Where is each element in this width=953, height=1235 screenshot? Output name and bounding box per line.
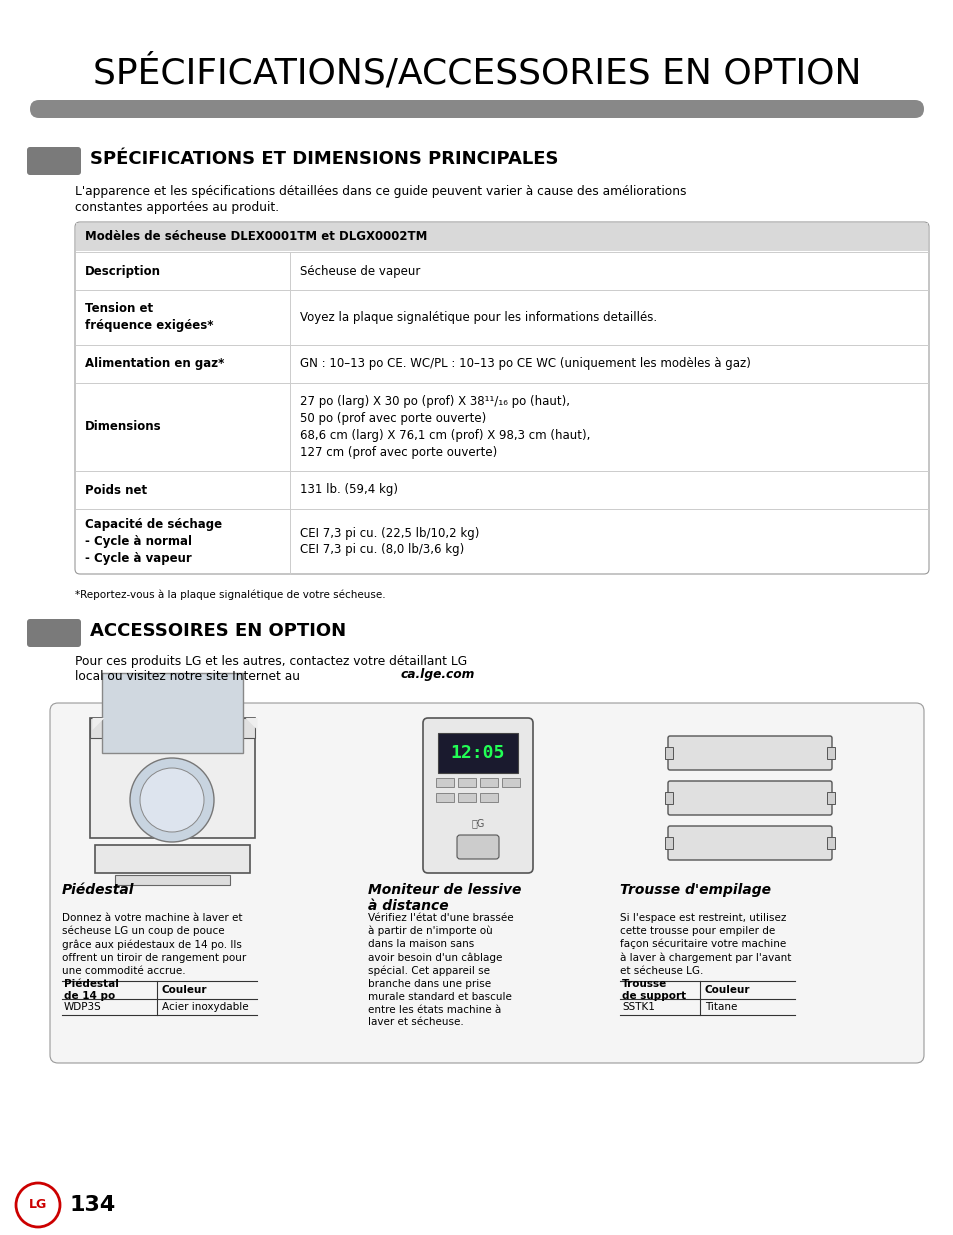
Text: Poids net: Poids net — [85, 483, 147, 496]
Bar — [479, 778, 497, 787]
Polygon shape — [245, 718, 257, 730]
Bar — [664, 792, 672, 804]
Text: Modèles de sécheuse DLEX0001TM et DLGX0002TM: Modèles de sécheuse DLEX0001TM et DLGX00… — [85, 231, 427, 243]
Bar — [826, 837, 834, 848]
Bar — [437, 734, 517, 773]
Bar — [826, 747, 834, 760]
Polygon shape — [92, 718, 105, 730]
Text: SSTK1: SSTK1 — [621, 1002, 654, 1011]
Text: Trousse
de support: Trousse de support — [621, 979, 685, 1000]
FancyBboxPatch shape — [667, 736, 831, 769]
Text: Trousse d'empilage: Trousse d'empilage — [619, 883, 770, 897]
FancyBboxPatch shape — [667, 826, 831, 860]
Text: Capacité de séchage
- Cycle à normal
- Cycle à vapeur: Capacité de séchage - Cycle à normal - C… — [85, 517, 222, 564]
Text: Couleur: Couleur — [704, 986, 750, 995]
Text: Tension et
fréquence exigées*: Tension et fréquence exigées* — [85, 303, 213, 332]
Text: Si l'espace est restreint, utilisez
cette trousse pour empiler de
façon sécurita: Si l'espace est restreint, utilisez cett… — [619, 913, 791, 976]
Bar — [479, 793, 497, 802]
Text: ACCESSOIRES EN OPTION: ACCESSOIRES EN OPTION — [90, 622, 346, 640]
Text: L'apparence et les spécifications détaillées dans ce guide peuvent varier à caus: L'apparence et les spécifications détail… — [75, 185, 686, 214]
Text: LG: LG — [29, 1198, 47, 1212]
Bar — [76, 224, 927, 251]
Text: .: . — [455, 668, 458, 680]
Text: GN : 10–13 po CE. WC/PL : 10–13 po CE WC (uniquement les modèles à gaz): GN : 10–13 po CE. WC/PL : 10–13 po CE WC… — [299, 357, 750, 370]
Bar — [436, 778, 454, 787]
FancyBboxPatch shape — [27, 619, 81, 647]
Bar — [826, 792, 834, 804]
Bar — [436, 793, 454, 802]
Text: Titane: Titane — [704, 1002, 737, 1011]
Text: Alimentation en gaz*: Alimentation en gaz* — [85, 357, 224, 370]
Text: WDP3S: WDP3S — [64, 1002, 102, 1011]
Text: *Reportez-vous à la plaque signalétique de votre sécheuse.: *Reportez-vous à la plaque signalétique … — [75, 590, 385, 600]
Text: 27 po (larg) X 30 po (prof) X 38¹¹/₁₆ po (haut),
50 po (prof avec porte ouverte): 27 po (larg) X 30 po (prof) X 38¹¹/₁₆ po… — [299, 395, 590, 459]
Text: SPÉCIFICATIONS ET DIMENSIONS PRINCIPALES: SPÉCIFICATIONS ET DIMENSIONS PRINCIPALES — [90, 149, 558, 168]
Text: Dimensions: Dimensions — [85, 420, 161, 433]
Circle shape — [140, 768, 204, 832]
Text: Pour ces produits LG et les autres, contactez votre détaillant LG
local ou visit: Pour ces produits LG et les autres, cont… — [75, 655, 467, 683]
Text: SPÉCIFICATIONS/ACCESSORIES EN OPTION: SPÉCIFICATIONS/ACCESSORIES EN OPTION — [92, 54, 861, 90]
FancyBboxPatch shape — [27, 147, 81, 175]
Text: 131 lb. (59,4 kg): 131 lb. (59,4 kg) — [299, 483, 397, 496]
Text: Voyez la plaque signalétique pour les informations detaillés.: Voyez la plaque signalétique pour les in… — [299, 311, 657, 324]
Bar — [501, 778, 519, 787]
FancyBboxPatch shape — [422, 718, 533, 873]
Bar — [90, 718, 254, 839]
Text: 12:05: 12:05 — [451, 743, 505, 762]
Text: Sécheuse de vapeur: Sécheuse de vapeur — [299, 264, 420, 278]
Bar — [90, 718, 254, 739]
Bar — [457, 778, 476, 787]
Bar — [457, 793, 476, 802]
Bar — [102, 673, 243, 753]
Text: Piédestal: Piédestal — [62, 883, 134, 897]
FancyBboxPatch shape — [75, 222, 928, 574]
FancyBboxPatch shape — [456, 835, 498, 860]
Text: Vérifiez l'état d'une brassée
à partir de n'importe où
dans la maison sans
avoir: Vérifiez l'état d'une brassée à partir d… — [368, 913, 513, 1028]
Text: ca.lge.com: ca.lge.com — [400, 668, 475, 680]
Text: Couleur: Couleur — [162, 986, 208, 995]
Circle shape — [130, 758, 213, 842]
Text: ⓁG: ⓁG — [471, 818, 484, 827]
Circle shape — [16, 1183, 60, 1228]
FancyBboxPatch shape — [50, 703, 923, 1063]
Bar — [115, 876, 230, 885]
Text: Description: Description — [85, 264, 161, 278]
Text: 134: 134 — [70, 1195, 116, 1215]
Text: Donnez à votre machine à laver et
sécheuse LG un coup de pouce
grâce aux piédest: Donnez à votre machine à laver et sécheu… — [62, 913, 246, 976]
Text: Piédestal
de 14 po: Piédestal de 14 po — [64, 979, 119, 1000]
Text: Acier inoxydable: Acier inoxydable — [162, 1002, 249, 1011]
Bar — [95, 845, 250, 873]
Text: CEI 7,3 pi cu. (22,5 lb/10,2 kg)
CEI 7,3 pi cu. (8,0 lb/3,6 kg): CEI 7,3 pi cu. (22,5 lb/10,2 kg) CEI 7,3… — [299, 526, 478, 557]
Bar — [664, 747, 672, 760]
Text: Moniteur de lessive
à distance: Moniteur de lessive à distance — [368, 883, 521, 913]
FancyBboxPatch shape — [667, 781, 831, 815]
FancyBboxPatch shape — [30, 100, 923, 119]
Bar — [664, 837, 672, 848]
